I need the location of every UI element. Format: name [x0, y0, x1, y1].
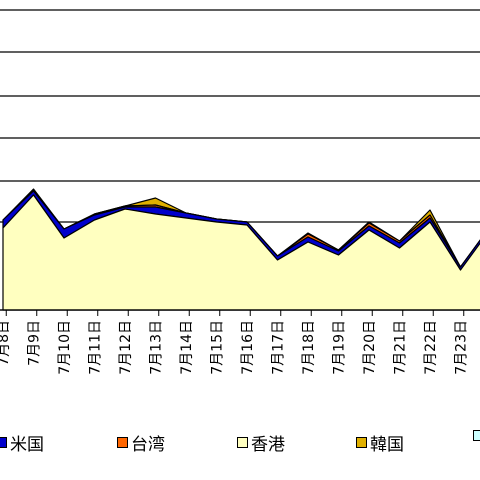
- legend-item-taiwan: 台湾: [117, 430, 165, 455]
- x-tick-label: 7月21日: [393, 320, 409, 375]
- x-tick-label: 7月8日: [0, 320, 12, 366]
- legend-label-taiwan: 台湾: [131, 435, 165, 455]
- x-tick-label: 7月15日: [210, 320, 226, 375]
- legend-label-usa: 米国: [10, 435, 44, 455]
- x-tick-label: 7月17日: [271, 320, 287, 375]
- legend: 米国 台湾 香港 韓国: [0, 430, 480, 456]
- legend-item-usa: 米国: [0, 430, 44, 455]
- series-areas: [2, 188, 480, 311]
- legend-label-hongkong: 香港: [251, 435, 285, 455]
- legend-item-partial: [473, 430, 480, 441]
- legend-item-korea: 韓国: [356, 430, 404, 455]
- legend-swatch-korea: [356, 437, 367, 448]
- x-tick-label: 7月19日: [332, 320, 348, 375]
- x-tick-label: 7月12日: [118, 320, 134, 375]
- x-tick-label: 7月20日: [362, 320, 378, 375]
- legend-label-korea: 韓国: [370, 435, 404, 455]
- legend-swatch-usa: [0, 437, 7, 448]
- x-tick-label: 7月23日: [454, 320, 470, 375]
- x-tick-label: 7月11日: [88, 320, 104, 375]
- x-tick-label: 7月10日: [57, 320, 73, 375]
- x-tick-label: 7月9日: [27, 320, 43, 366]
- legend-item-hongkong: 香港: [237, 430, 285, 455]
- legend-swatch-partial: [473, 430, 480, 441]
- x-axis: [0, 309, 480, 316]
- x-tick-label: 7月16日: [240, 320, 256, 375]
- x-tick-label: 7月13日: [149, 320, 165, 375]
- x-tick-label: 7月18日: [301, 320, 317, 375]
- x-tick-label: 7月22日: [423, 320, 439, 375]
- legend-swatch-taiwan: [117, 437, 128, 448]
- x-tick-labels: 7月8日 7月9日 7月10日 7月11日 7月12日 7月13日 7月14日 7月15日 7月…: [0, 320, 470, 375]
- area-0: [2, 194, 480, 311]
- legend-swatch-hongkong: [237, 437, 248, 448]
- x-tick-label: 7月14日: [179, 320, 195, 375]
